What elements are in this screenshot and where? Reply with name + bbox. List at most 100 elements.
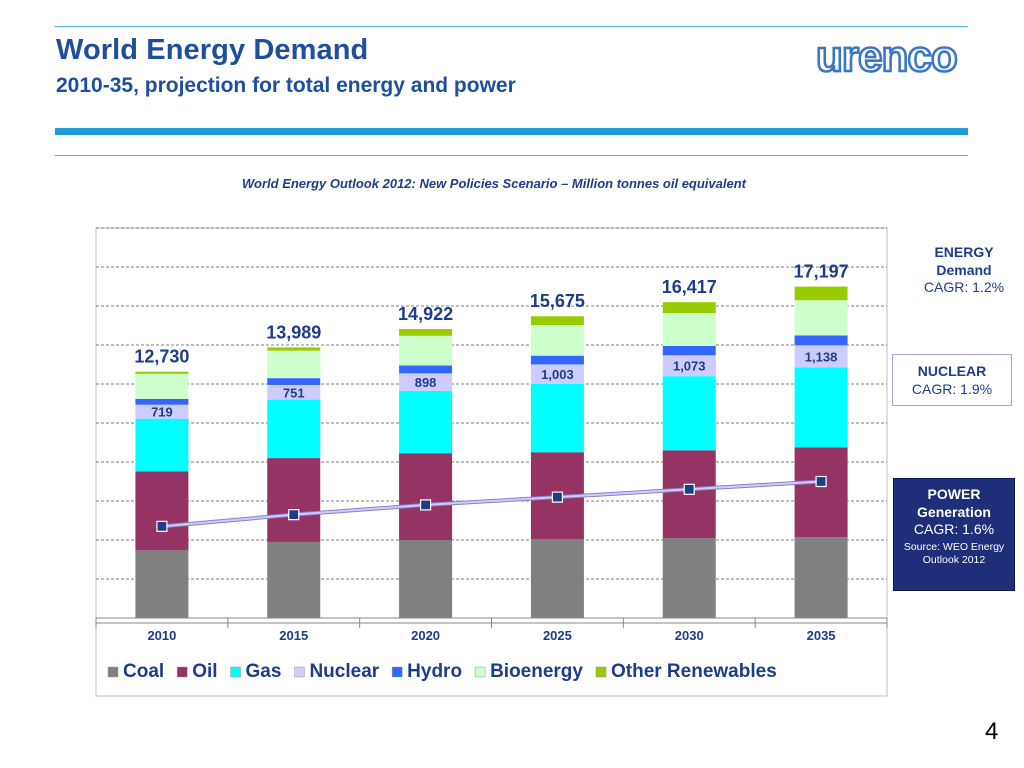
x-axis: 2010 2015 2020 2025 2030 2035	[95, 617, 888, 643]
bar-segment-coal-2020	[399, 540, 453, 618]
bar-segment-bioenergy-2035	[794, 300, 848, 336]
bar-segment-coal-2030	[662, 538, 716, 618]
bar-segment-hydro-2010	[135, 398, 189, 405]
x-tick-label-2010: 2010	[147, 628, 176, 643]
x-tick-label-2035: 2035	[807, 628, 836, 643]
bar-segment-nuclear-2010	[135, 404, 189, 419]
bar-segment-gas-2025	[530, 384, 584, 453]
total-label-2015: 13,989	[266, 322, 321, 342]
bar-segment-gas-2015	[267, 399, 321, 459]
x-tick-label-2025: 2025	[543, 628, 572, 643]
total-label-2030: 16,417	[662, 277, 717, 297]
bar-segment-hydro-2015	[267, 378, 321, 385]
nuclear-label-2035: 1,138	[805, 349, 838, 364]
power-generation-line	[156, 475, 827, 532]
power-line	[161, 480, 822, 528]
power-point-2010	[156, 520, 168, 532]
bar-segment-coal-2025	[530, 539, 584, 618]
bar-segment-oil-2010	[135, 471, 189, 551]
nuclear-label-2010: 719	[151, 405, 173, 420]
bar-segment-other-renewables-2030	[662, 302, 716, 314]
bar-segment-coal-2035	[794, 537, 848, 618]
nuclear-box-cagr: CAGR: 1.9%	[911, 380, 993, 397]
energy-box-line2: Demand	[936, 261, 992, 278]
bar-segment-gas-2035	[794, 367, 848, 448]
x-tick-label-2015: 2015	[279, 628, 308, 643]
bar-segment-other-renewables-2010	[135, 371, 189, 374]
legend-label-bioenergy: Bioenergy	[490, 661, 583, 682]
legend-label-gas: Gas	[246, 661, 282, 682]
legend-label-oil: Oil	[192, 661, 217, 682]
legend: Coal Oil Gas Nuclear Hydro Bioenergy Other Ren…	[107, 661, 777, 682]
bar-segment-bioenergy-2010	[135, 373, 189, 399]
power-box-line1: POWER	[927, 486, 981, 502]
power-point-2015	[288, 509, 300, 521]
total-label-2025: 15,675	[530, 291, 585, 311]
bar-segment-other-renewables-2020	[399, 328, 453, 336]
urenco-logo: urenco	[814, 31, 974, 85]
bar-segment-other-renewables-2025	[530, 316, 584, 326]
nuclear-box: NUCLEAR CAGR: 1.9%	[892, 354, 1012, 406]
legend-label-hydro: Hydro	[407, 661, 462, 682]
legend-label-nuclear: Nuclear	[309, 661, 379, 682]
power-point-2035	[815, 475, 827, 488]
header-rule-thick	[55, 128, 968, 135]
bar-segment-hydro-2025	[530, 355, 584, 365]
power-box-source: Source: WEO Energy Outlook 2012	[903, 540, 1005, 566]
legend-swatch-nuclear	[294, 666, 305, 678]
power-point-2030	[683, 483, 695, 495]
legend-swatch-bioenergy	[474, 666, 486, 678]
power-box-line2: Generation	[917, 503, 991, 520]
bar-segment-bioenergy-2030	[662, 313, 716, 346]
chart-caption: World Energy Outlook 2012: New Policies …	[242, 176, 746, 191]
bar-segment-nuclear-2035	[794, 345, 848, 368]
legend-swatch-coal	[107, 666, 119, 678]
bar-segment-nuclear-2020	[399, 373, 453, 391]
power-point-2020	[419, 499, 432, 511]
top-rule	[55, 26, 968, 27]
energy-box-line1: ENERGY	[934, 244, 994, 260]
nuclear-label-2015: 751	[283, 385, 305, 400]
bar-segment-oil-2015	[267, 458, 321, 542]
nuclear-box-line1: NUCLEAR	[917, 363, 987, 379]
bar-segment-oil-2035	[794, 447, 848, 538]
bar-segment-coal-2010	[135, 550, 189, 618]
bar-segment-hydro-2030	[662, 345, 716, 356]
energy-demand-box: ENERGY Demand CAGR: 1.2%	[902, 244, 1024, 297]
bar-segment-bioenergy-2020	[399, 335, 453, 366]
power-point-2025	[551, 491, 564, 503]
header-rule-thin	[55, 155, 968, 156]
bar-segment-oil-2020	[399, 453, 453, 540]
x-tick-label-2020: 2020	[411, 628, 440, 643]
legend-swatch-oil	[176, 666, 188, 678]
nuclear-label-2030: 1,073	[673, 359, 706, 374]
total-label-2010: 12,730	[134, 347, 189, 367]
nuclear-label-2020: 898	[415, 375, 437, 390]
total-label-2035: 17,197	[794, 262, 849, 282]
total-label-2020: 14,922	[398, 304, 453, 324]
legend-label-coal: Coal	[123, 661, 164, 682]
bar-segment-hydro-2035	[794, 335, 848, 346]
bar-segment-nuclear-2015	[267, 384, 321, 400]
bar-segment-hydro-2020	[399, 365, 453, 374]
data-labels: 12,730 719 13,989 751 14,922 898 15,675 1,003 16…	[134, 262, 848, 420]
bars	[135, 286, 848, 618]
legend-swatch-other-renewables	[595, 666, 607, 678]
bar-segment-bioenergy-2015	[267, 350, 321, 379]
x-tick-label-2030: 2030	[675, 628, 704, 643]
page-subtitle: 2010-35, projection for total energy and…	[56, 74, 516, 97]
bar-segment-bioenergy-2025	[530, 325, 584, 356]
energy-box-cagr: CAGR: 1.2%	[923, 279, 1005, 295]
bar-segment-nuclear-2030	[662, 355, 716, 377]
legend-swatch-hydro	[391, 666, 403, 678]
nuclear-label-2025: 1,003	[541, 367, 574, 382]
legend-label-other-renewables: Other Renewables	[611, 661, 777, 682]
bar-segment-gas-2010	[135, 418, 189, 472]
page-number: 4	[985, 718, 999, 745]
bar-segment-other-renewables-2035	[794, 286, 848, 301]
page-title: World Energy Demand	[56, 34, 369, 66]
bar-segment-other-renewables-2015	[267, 347, 321, 351]
power-box-cagr: CAGR: 1.6%	[913, 521, 995, 537]
bar-segment-nuclear-2025	[530, 364, 584, 384]
